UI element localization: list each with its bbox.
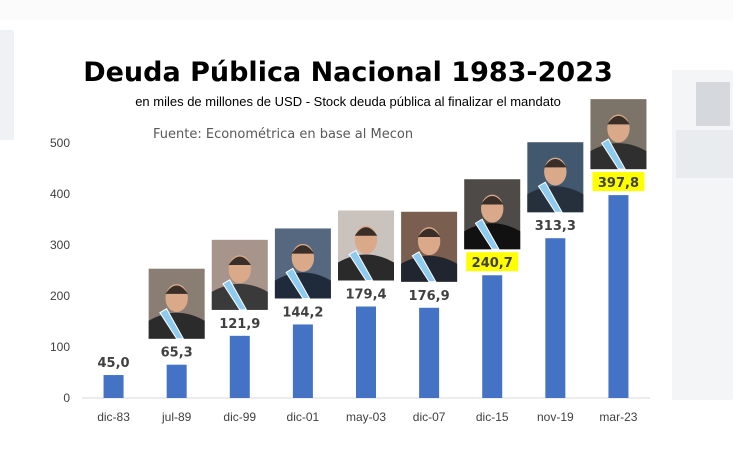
data-label: 397,8 bbox=[598, 176, 639, 191]
background-left-panel bbox=[0, 30, 14, 140]
portrait-icon bbox=[274, 228, 331, 299]
portrait-hair bbox=[291, 245, 315, 254]
y-tick-label: 100 bbox=[50, 340, 70, 354]
bar bbox=[229, 335, 250, 398]
bar bbox=[545, 238, 566, 398]
portrait-presidential-sash bbox=[159, 308, 185, 340]
data-label: 121,9 bbox=[219, 317, 260, 332]
y-tick-label: 200 bbox=[50, 289, 70, 303]
background-top-bar bbox=[0, 0, 733, 20]
x-tick-label: dic-01 bbox=[287, 410, 320, 424]
portrait-presidential-sash bbox=[600, 138, 627, 170]
portrait-presidential-sash bbox=[474, 218, 500, 250]
y-axis: 0 100 200 300 400 500 bbox=[50, 136, 70, 405]
background-photo-thumbnail bbox=[696, 82, 730, 126]
portrait-icon bbox=[464, 179, 521, 250]
x-tick-label: mar-23 bbox=[599, 410, 637, 424]
portrait-presidential-sash bbox=[348, 249, 374, 282]
data-label: 65,3 bbox=[161, 346, 193, 361]
background-card bbox=[676, 130, 733, 178]
chart-source: Fuente: Econométrica en base al Mecon bbox=[153, 127, 413, 142]
bar bbox=[292, 324, 313, 398]
x-axis: dic-83 jul-89 dic-99 dic-01 may-03 dic-07 dic-… bbox=[97, 410, 638, 424]
portrait-hair bbox=[354, 227, 378, 236]
data-label: 45,0 bbox=[98, 356, 130, 371]
data-label: 176,9 bbox=[409, 289, 450, 304]
x-tick-label: may-03 bbox=[346, 410, 386, 424]
data-label: 240,7 bbox=[472, 256, 513, 271]
portrait-presidential-sash bbox=[411, 251, 437, 283]
portrait-hair bbox=[165, 285, 188, 294]
bars-group bbox=[103, 195, 629, 398]
data-labels-group: 45,0 65,3 121,9 144,2 179,4 176,9 240,7 313,3 39… bbox=[98, 172, 645, 371]
data-label-highlight bbox=[592, 172, 645, 192]
portrait-icon bbox=[148, 268, 205, 340]
portrait-hair bbox=[481, 196, 504, 205]
data-label: 179,4 bbox=[345, 288, 386, 303]
portrait-presidential-sash bbox=[537, 181, 563, 213]
portrait-presidential-sash bbox=[222, 279, 248, 311]
data-label-highlight bbox=[466, 252, 519, 272]
bar bbox=[103, 375, 124, 398]
bar bbox=[356, 306, 376, 398]
bar bbox=[166, 364, 187, 398]
x-tick-label: jul-89 bbox=[161, 410, 192, 424]
chart-subtitle: en miles de millones de USD - Stock deud… bbox=[135, 94, 561, 109]
y-tick-label: 400 bbox=[50, 187, 70, 201]
portrait-icon bbox=[338, 210, 394, 282]
y-tick-label: 0 bbox=[63, 391, 70, 405]
y-tick-label: 500 bbox=[50, 136, 70, 150]
portrait-icon bbox=[527, 142, 584, 213]
x-tick-label: dic-83 bbox=[97, 410, 130, 424]
x-tick-label: dic-07 bbox=[413, 410, 446, 424]
portrait-icon bbox=[590, 99, 647, 170]
x-tick-label: dic-99 bbox=[223, 410, 256, 424]
chart-title: Deuda Pública Nacional 1983-2023 bbox=[83, 57, 613, 88]
data-label: 144,2 bbox=[282, 305, 323, 320]
portraits-group bbox=[148, 99, 647, 340]
bar bbox=[482, 275, 503, 398]
bar bbox=[608, 195, 629, 398]
bar bbox=[419, 307, 440, 398]
portrait-icon bbox=[401, 211, 458, 283]
x-tick-label: nov-19 bbox=[537, 410, 574, 424]
portrait-presidential-sash bbox=[285, 267, 311, 299]
x-tick-label: dic-15 bbox=[476, 410, 509, 424]
portrait-hair bbox=[607, 115, 630, 125]
portrait-hair bbox=[417, 228, 441, 237]
y-tick-label: 300 bbox=[50, 238, 70, 252]
portrait-icon bbox=[211, 239, 268, 311]
data-label: 313,3 bbox=[535, 219, 576, 234]
portrait-hair bbox=[228, 256, 251, 266]
portrait-hair bbox=[544, 159, 567, 168]
